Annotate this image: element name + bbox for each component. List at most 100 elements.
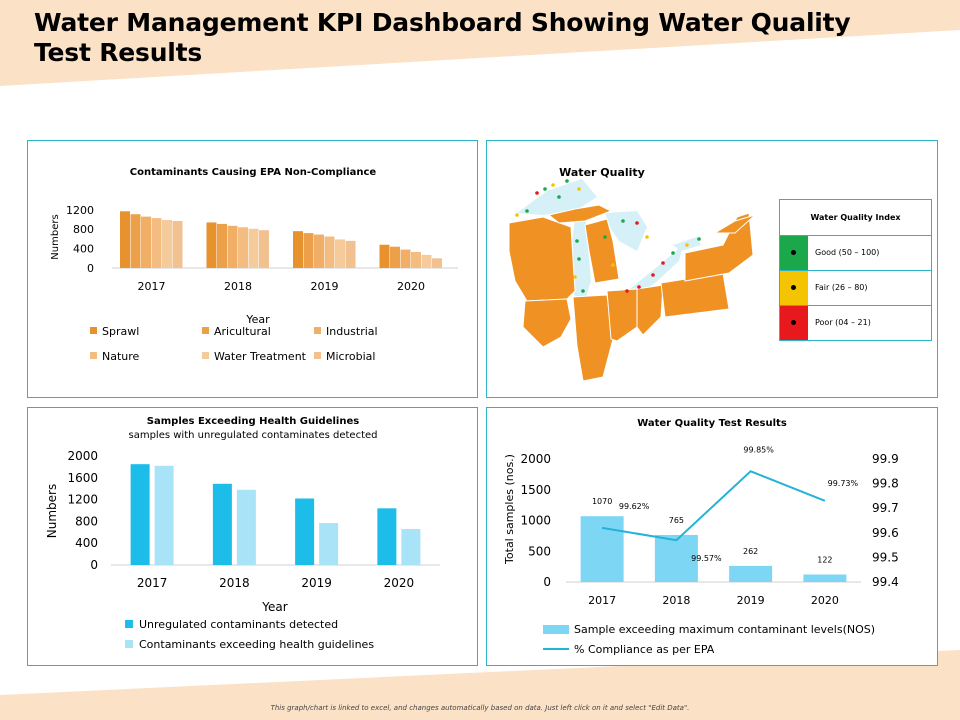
y-tick-label: 1600 — [67, 471, 98, 485]
y-tick-label: 500 — [528, 544, 551, 558]
x-tick-label: 2020 — [384, 576, 415, 590]
bar-water-treatment — [162, 220, 172, 268]
bar-sprawl — [120, 211, 130, 268]
water-quality-title: Water Quality — [559, 166, 645, 179]
y-axis-label: Numbers — [50, 214, 61, 259]
water-quality-panel: Water Quality — [486, 140, 938, 398]
good-dot-icon — [791, 250, 796, 255]
y-tick-label: 0 — [543, 575, 551, 589]
sample-points — [515, 179, 701, 293]
legend-swatch — [314, 352, 321, 359]
legend-swatch — [90, 327, 97, 334]
bar-aricultural — [390, 246, 400, 268]
chart-subtitle: samples with unregulated contaminates de… — [129, 430, 378, 441]
poor-label: Poor (04 – 21) — [815, 318, 871, 327]
health-panel: Samples Exceeding Health Guidelines sampl… — [27, 407, 478, 666]
bar-samples — [803, 574, 847, 582]
legend-label: Contaminants exceeding health guidelines — [139, 638, 374, 651]
chart-title: Samples Exceeding Health Guidelines — [147, 416, 359, 427]
x-tick-label: 2019 — [311, 280, 339, 293]
bar-aricultural — [130, 214, 141, 268]
x-tick-label: 2018 — [662, 594, 690, 607]
line-data-label: 99.57% — [691, 554, 722, 563]
legend-swatch — [90, 352, 97, 359]
bar-water-treatment — [335, 239, 345, 268]
bar-exceeding — [319, 523, 339, 565]
bar-data-label: 1070 — [592, 497, 612, 506]
bar-sprawl — [379, 244, 390, 268]
x-tick-label: 2017 — [138, 280, 166, 293]
compliance-line — [601, 470, 826, 542]
bar-exceeding — [236, 489, 256, 565]
y2-tick-label: 99.5 — [872, 550, 899, 564]
bar-data-label: 122 — [817, 555, 832, 564]
bar-nature — [238, 227, 248, 268]
bar-industrial — [227, 225, 238, 268]
legend-label: Aricultural — [214, 325, 271, 338]
legend-label: Water Treatment — [214, 350, 307, 363]
bar-microbial — [432, 258, 442, 268]
x-tick-label: 2019 — [737, 594, 765, 607]
poor-dot-icon — [791, 320, 796, 325]
y-tick-label: 0 — [90, 558, 98, 572]
wq-row-poor: Poor (04 – 21) — [780, 306, 931, 340]
legend-swatch — [125, 640, 133, 648]
bar-water-treatment — [421, 254, 432, 268]
bar-unregulated — [295, 498, 315, 565]
legend-label: % Compliance as per EPA — [574, 643, 715, 656]
x-tick-label: 2020 — [811, 594, 839, 607]
fair-label: Fair (26 – 80) — [815, 283, 868, 292]
legend-label: Sprawl — [102, 325, 139, 338]
y-tick-label: 2000 — [67, 449, 98, 463]
legend-label: Nature — [102, 350, 140, 363]
y-axis-label: Numbers — [45, 484, 59, 538]
y-tick-label: 0 — [87, 262, 94, 275]
line-data-label: 99.73% — [828, 479, 859, 488]
bar-sprawl — [206, 222, 217, 268]
y-tick-label: 400 — [73, 243, 94, 256]
test-results-panel: Water Quality Test Results Total samples … — [486, 407, 938, 666]
water-quality-index-title: Water Quality Index — [780, 200, 931, 236]
fair-dot-icon — [791, 285, 796, 290]
line-data-label: 99.85% — [743, 445, 774, 454]
legend-swatch — [202, 327, 209, 334]
x-tick-label: 2017 — [588, 594, 616, 607]
y-tick-label: 800 — [73, 223, 94, 236]
contaminants-chart[interactable]: Contaminants Causing EPA Non-Compliance N… — [28, 141, 477, 397]
x-tick-label: 2018 — [219, 576, 250, 590]
bar-nature — [411, 252, 421, 268]
x-axis-label: Year — [261, 600, 287, 614]
legend-swatch — [125, 620, 133, 628]
y2-tick-label: 99.7 — [872, 501, 899, 515]
legend-swatch — [543, 625, 569, 634]
wq-row-good: Good (50 – 100) — [780, 236, 931, 271]
bar-sprawl — [293, 231, 303, 268]
bar-exceeding — [154, 465, 174, 565]
bar-nature — [151, 218, 162, 268]
legend-label: Industrial — [326, 325, 378, 338]
good-swatch — [780, 236, 808, 270]
x-tick-label: 2020 — [397, 280, 425, 293]
line-data-label: 99.62% — [619, 502, 650, 511]
water-quality-map: Water Quality — [508, 166, 756, 382]
y-tick-label: 1500 — [520, 483, 551, 497]
chart-title: Contaminants Causing EPA Non-Compliance — [130, 167, 377, 178]
chart-title: Water Quality Test Results — [637, 418, 787, 429]
states — [508, 204, 756, 382]
bar-microbial — [345, 240, 356, 268]
health-chart[interactable]: Samples Exceeding Health Guidelines sampl… — [28, 408, 477, 665]
y2-tick-label: 99.6 — [872, 526, 899, 540]
bar-microbial — [259, 230, 269, 268]
footer-background — [0, 650, 960, 720]
legend-swatch — [202, 352, 209, 359]
y-axis-label: Total samples (nos.) — [503, 454, 516, 565]
y-tick-label: 800 — [75, 514, 98, 528]
y-tick-label: 2000 — [520, 452, 551, 466]
y2-tick-label: 99.8 — [872, 477, 899, 491]
bar-aricultural — [303, 233, 314, 268]
bar-microbial — [172, 220, 183, 268]
bar-exceeding — [401, 529, 421, 565]
footer-note: This graph/chart is linked to excel, and… — [270, 704, 690, 712]
fair-swatch — [780, 271, 808, 305]
test-results-chart[interactable]: Water Quality Test Results Total samples … — [487, 408, 937, 665]
